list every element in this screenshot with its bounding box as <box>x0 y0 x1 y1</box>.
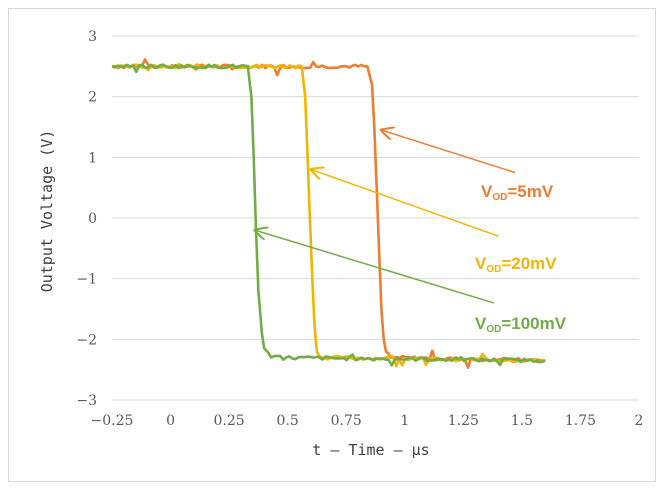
series-layer <box>111 58 546 369</box>
annotation-label: VOD=100mV <box>475 314 567 335</box>
y-tick-label: 2 <box>88 90 97 106</box>
annotation-arrow <box>381 130 516 174</box>
x-tick-label: 1.5 <box>511 413 533 429</box>
y-tick-label: −2 <box>76 332 97 348</box>
annotation-layer: VOD=5mV VOD=20mV VOD=100mV <box>255 130 567 335</box>
x-axis-title: t – Time – µs <box>312 441 429 459</box>
x-tick-label: 1.25 <box>448 413 479 429</box>
x-tick-label: 0 <box>166 413 175 429</box>
x-tick-label: 0.75 <box>331 413 362 429</box>
chart-frame: VOD=5mV VOD=20mV VOD=100mV 3 2 1 0 −1 −2 −3 −0.25… <box>8 8 656 482</box>
x-tick-label: 1.75 <box>565 413 596 429</box>
y-tick-label: −3 <box>76 393 97 409</box>
chart-svg: VOD=5mV VOD=20mV VOD=100mV 3 2 1 0 −1 −2 −3 −0.25… <box>38 29 643 459</box>
x-tick-label: 0.5 <box>277 413 299 429</box>
x-tick-label: 1 <box>400 413 409 429</box>
x-tick-label: 0.25 <box>214 413 245 429</box>
annotation-label: VOD=5mV <box>481 182 554 203</box>
x-tick-label: 2 <box>635 413 644 429</box>
y-axis-title: Output Voltage (V) <box>38 130 56 293</box>
y-tick-label: 0 <box>88 211 97 227</box>
y-tick-label: −1 <box>76 272 97 288</box>
y-tick-label: 1 <box>88 150 97 166</box>
grid-layer <box>112 35 639 401</box>
annotation-arrow <box>311 169 499 237</box>
series-line-2 <box>111 63 546 367</box>
annotation-arrow <box>255 230 495 304</box>
tick-layer: 3 2 1 0 −1 −2 −3 −0.25 0 0.25 0.5 0.75 1 1.25 1.5 1.75 2 <box>76 29 643 429</box>
x-tick-label: −0.25 <box>91 413 134 429</box>
y-tick-label: 3 <box>88 29 97 45</box>
annotation-label: VOD=20mV <box>475 254 557 275</box>
